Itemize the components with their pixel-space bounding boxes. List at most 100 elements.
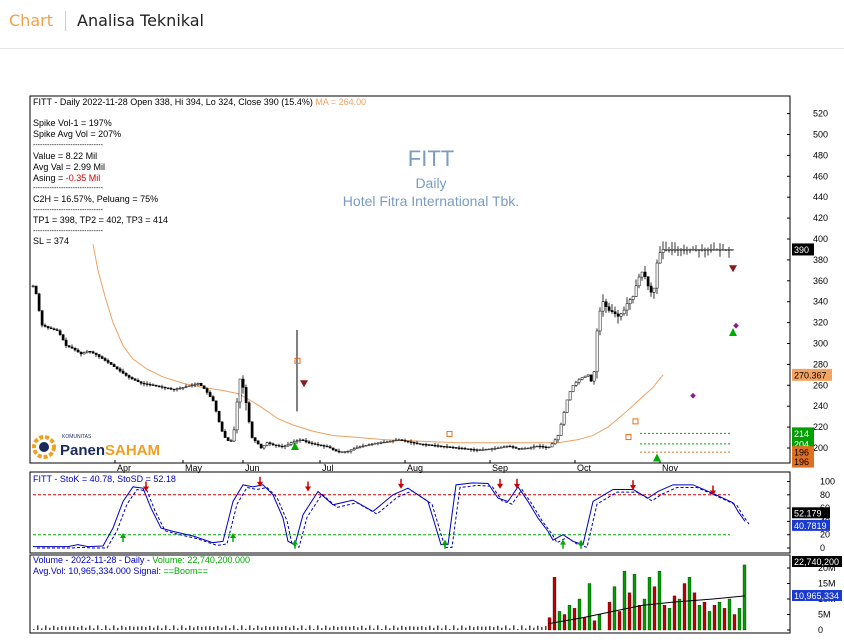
candle-body bbox=[73, 348, 77, 351]
signal-dot-icon bbox=[690, 392, 696, 399]
candle-body bbox=[115, 366, 119, 370]
volume-bar bbox=[742, 564, 747, 631]
info-asing-label: Asing = bbox=[33, 173, 63, 183]
volume-bar bbox=[217, 625, 219, 630]
info-sl: SL = 374 bbox=[33, 236, 69, 246]
volume-avg-line bbox=[547, 595, 746, 625]
candle-body bbox=[730, 249, 734, 251]
watermark-period: Daily bbox=[415, 175, 446, 191]
volume-bar bbox=[465, 627, 467, 630]
candle-body bbox=[619, 313, 623, 317]
candle-body bbox=[586, 374, 590, 377]
ma-line bbox=[92, 244, 664, 444]
candle-body bbox=[460, 447, 464, 450]
candle-body bbox=[292, 441, 296, 444]
volume-bar bbox=[587, 583, 592, 631]
volume-bar bbox=[473, 627, 475, 630]
volume-bar bbox=[301, 625, 303, 630]
candle-body bbox=[256, 440, 260, 445]
candle-body bbox=[475, 449, 479, 451]
candle-body bbox=[334, 449, 338, 452]
page-title: Analisa Teknikal bbox=[77, 11, 204, 30]
volume-bar bbox=[237, 628, 239, 630]
volume-bar bbox=[657, 570, 662, 631]
candle-body bbox=[502, 446, 506, 448]
info-sep-4: ------------------------------ bbox=[33, 228, 104, 235]
signal-dot-icon bbox=[733, 322, 739, 329]
volume-bar bbox=[353, 625, 355, 630]
candle-body bbox=[286, 444, 290, 447]
volume-bar bbox=[477, 626, 479, 630]
candle-body bbox=[310, 442, 314, 445]
volume-bar bbox=[493, 627, 495, 630]
candle-body bbox=[382, 441, 386, 444]
buy-arrow-icon bbox=[291, 441, 299, 450]
volume-bar bbox=[393, 625, 395, 630]
candle-body bbox=[247, 402, 251, 423]
candle-body bbox=[196, 382, 200, 385]
watermark-company: Hotel Fitra International Tbk. bbox=[343, 193, 519, 209]
nav-chart-link[interactable]: Chart bbox=[9, 11, 53, 30]
candle-body bbox=[595, 330, 599, 372]
info-avg-val: Avg Val = 2.99 Mil bbox=[33, 162, 105, 172]
candle-body bbox=[193, 383, 197, 386]
candle-body bbox=[487, 448, 491, 450]
volume-bar bbox=[389, 628, 391, 630]
candle-body bbox=[211, 396, 215, 402]
logo-gear-icon bbox=[32, 435, 56, 459]
volume-bar bbox=[453, 625, 455, 630]
price-x-label: Aug bbox=[407, 463, 423, 473]
candle-body bbox=[430, 444, 434, 447]
sell-arrow-icon bbox=[300, 380, 308, 388]
volume-bar bbox=[101, 628, 103, 630]
volume-bar bbox=[161, 628, 163, 630]
volume-bar bbox=[93, 628, 95, 630]
candle-body bbox=[697, 249, 701, 251]
candle-body bbox=[88, 351, 92, 353]
candle-body bbox=[592, 371, 596, 382]
candle-body bbox=[97, 354, 101, 357]
candle-body bbox=[457, 447, 461, 449]
volume-bar bbox=[457, 628, 459, 630]
candle-body bbox=[277, 445, 281, 447]
candle-body bbox=[274, 444, 278, 446]
volume-bar bbox=[221, 627, 223, 630]
candle-body bbox=[643, 271, 647, 277]
price-y-label: 220 bbox=[813, 422, 828, 432]
volume-bar bbox=[201, 626, 203, 630]
price-y-label: 340 bbox=[813, 297, 828, 307]
candle-body bbox=[559, 423, 563, 436]
stoch-down-arrow-icon bbox=[497, 483, 503, 489]
candle-body bbox=[682, 249, 686, 251]
volume-title-pre: Volume - 2022-11-28 - Daily - bbox=[33, 555, 152, 565]
volume-bar bbox=[97, 625, 99, 630]
info-tp: TP1 = 398, TP2 = 402, TP3 = 414 bbox=[33, 215, 168, 225]
price-tag bbox=[792, 455, 814, 468]
volume-bar bbox=[409, 626, 411, 630]
volume-bar bbox=[81, 625, 83, 630]
candle-body bbox=[184, 386, 188, 388]
candle-body bbox=[76, 349, 80, 353]
candle-body bbox=[199, 382, 203, 386]
volume-bar bbox=[727, 598, 732, 631]
price-tag bbox=[792, 368, 832, 381]
volume-bar bbox=[269, 626, 271, 630]
panensaham-logo: KOMUNITAS PanenSAHAM bbox=[32, 434, 160, 459]
volume-bar bbox=[77, 627, 79, 630]
volume-bar bbox=[617, 611, 622, 631]
candle-body bbox=[703, 249, 707, 251]
volume-bar bbox=[652, 586, 657, 631]
candle-body bbox=[319, 444, 323, 446]
volume-title: Volume - 2022-11-28 - Daily - Volume: 22… bbox=[33, 555, 250, 565]
volume-bar bbox=[413, 626, 415, 630]
candle-body bbox=[451, 446, 455, 449]
candle-body bbox=[238, 378, 242, 403]
candle-body bbox=[388, 441, 392, 443]
candle-body bbox=[34, 285, 38, 295]
candle-body bbox=[562, 412, 566, 425]
candle-body bbox=[337, 450, 341, 453]
volume-bar bbox=[461, 625, 463, 630]
volume-bar bbox=[612, 586, 617, 631]
candle-body bbox=[295, 440, 299, 442]
